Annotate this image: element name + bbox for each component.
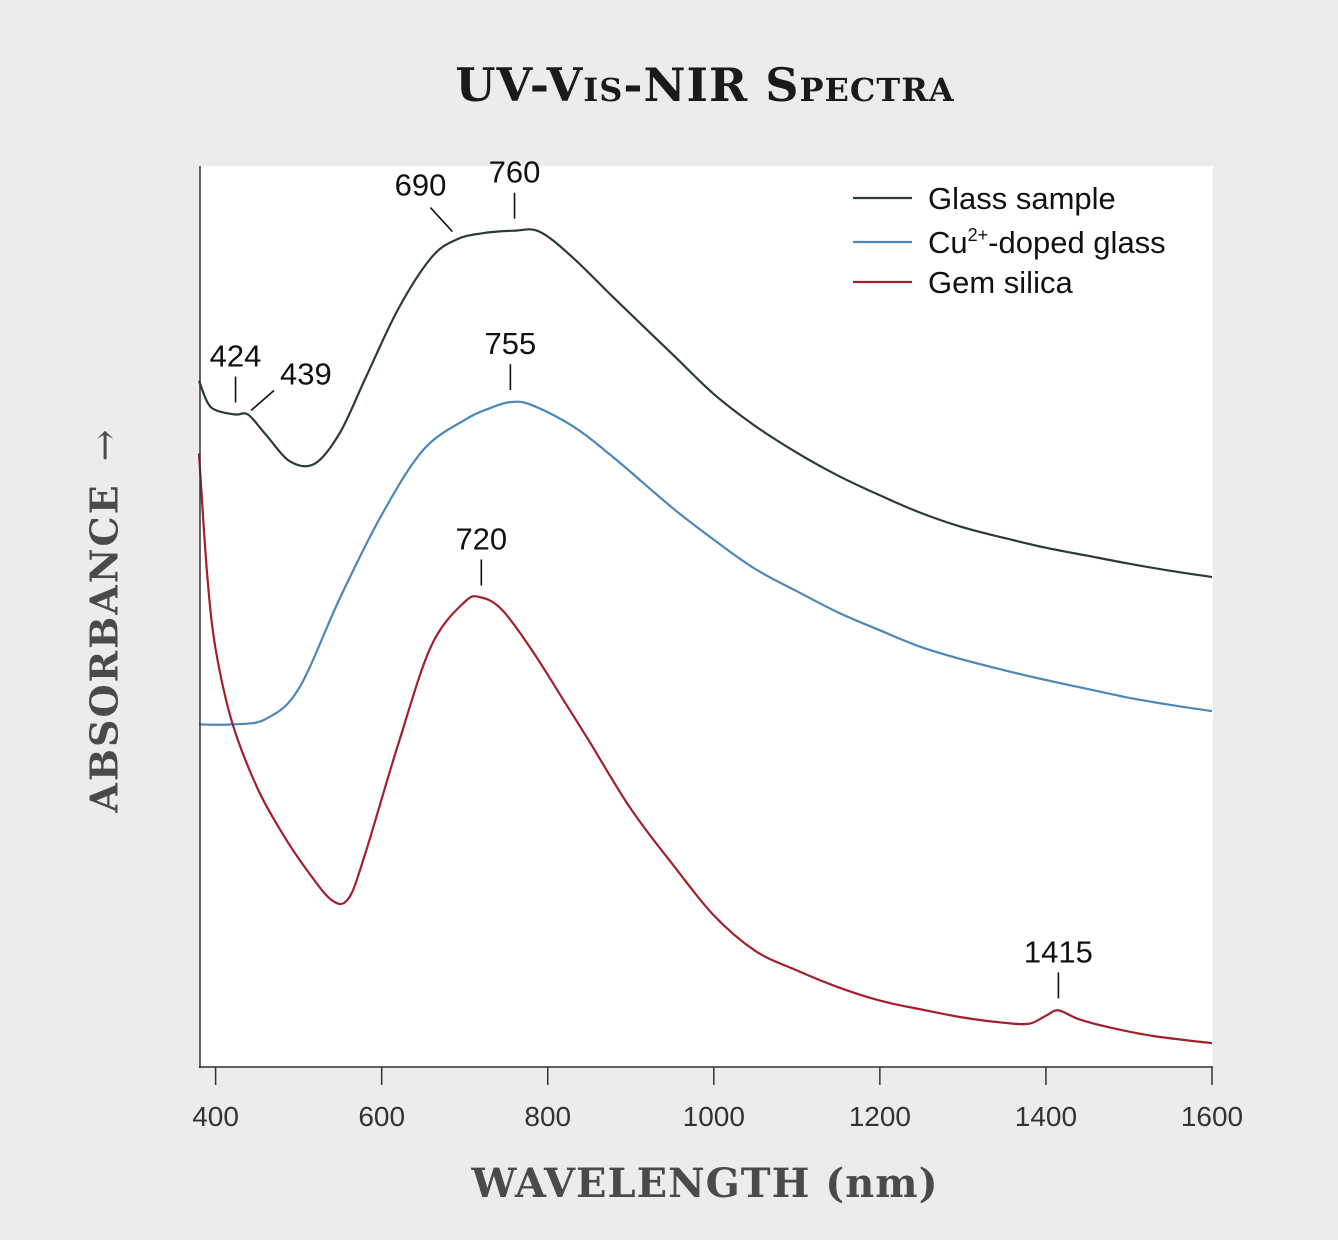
x-tick-label-400: 400 [192, 1101, 239, 1132]
x-tick-label-600: 600 [358, 1101, 405, 1132]
annotation-pointer-439 [250, 389, 275, 412]
x-tick-label-1200: 1200 [849, 1101, 911, 1132]
x-tick-label-1000: 1000 [683, 1101, 745, 1132]
chart-title: UV-Vis-NIR Spectra [455, 58, 955, 112]
x-tick-label-800: 800 [524, 1101, 571, 1132]
x-tick-label-1600: 1600 [1181, 1101, 1243, 1132]
series-curves [197, 228, 1213, 1045]
y-axis-arrow-icon: → [82, 427, 127, 462]
series-line-glass-sample [197, 228, 1213, 579]
legend-label-cu2-doped-glass: Cu2+-doped glass [928, 225, 1166, 260]
y-axis-label-group: ABSORBANCE → [82, 427, 127, 812]
annotation-label-760: 760 [489, 155, 541, 190]
legend: Glass sample Cu2+-doped glass Gem silica [853, 181, 1166, 300]
annotation-label-755: 755 [485, 326, 537, 361]
legend-label-gem-silica: Gem silica [928, 265, 1073, 300]
y-axis-label: ABSORBANCE [81, 483, 127, 813]
x-axis-label: WAVELENGTH (nm) [471, 1160, 939, 1207]
series-line-gem-silica [197, 453, 1213, 1045]
annotation-label-439: 439 [280, 357, 332, 392]
x-ticks: 400 600 800 1000 1200 1400 1600 [192, 1067, 1243, 1132]
series-line-cu2-doped-glass [198, 400, 1213, 726]
x-tick-label-1400: 1400 [1015, 1101, 1077, 1132]
legend-label-glass-sample: Glass sample [928, 181, 1116, 216]
peak-annotations: 424 439 690 760 755 720 1415 [210, 155, 1093, 999]
annotation-label-690: 690 [395, 168, 447, 203]
annotation-label-720: 720 [455, 521, 507, 556]
annotation-label-1415: 1415 [1024, 934, 1093, 969]
plot-background [200, 166, 1213, 1066]
annotation-pointer-690 [429, 207, 453, 233]
annotation-label-424: 424 [210, 339, 262, 374]
